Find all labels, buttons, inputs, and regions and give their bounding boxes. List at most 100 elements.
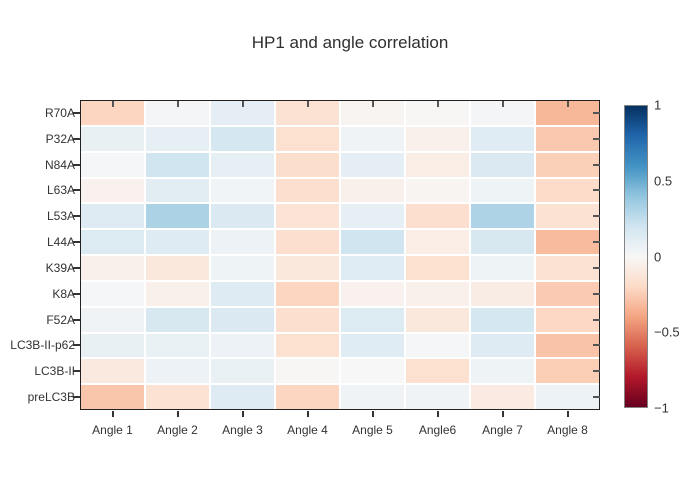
heatmap-plot[interactable]	[80, 100, 600, 410]
heatmap-cell[interactable]	[471, 101, 534, 125]
heatmap-cell[interactable]	[471, 204, 534, 229]
heatmap-cell[interactable]	[471, 281, 534, 306]
heatmap-cell[interactable]	[536, 281, 599, 306]
heatmap-cell[interactable]	[406, 230, 469, 254]
heatmap-cell[interactable]	[536, 101, 599, 125]
heatmap-cell[interactable]	[81, 152, 144, 177]
heatmap-cell[interactable]	[471, 333, 534, 358]
heatmap-cell[interactable]	[406, 281, 469, 306]
heatmap-cell[interactable]	[341, 230, 404, 254]
heatmap-cell[interactable]	[146, 101, 209, 125]
heatmap-cell[interactable]	[341, 307, 404, 332]
heatmap-cell[interactable]	[341, 101, 404, 125]
heatmap-cell[interactable]	[81, 256, 144, 280]
heatmap-cell[interactable]	[81, 359, 144, 384]
heatmap-cell[interactable]	[536, 204, 599, 229]
heatmap-cell[interactable]	[276, 204, 339, 229]
heatmap-cell[interactable]	[536, 307, 599, 332]
heatmap-cell[interactable]	[146, 307, 209, 332]
heatmap-cell[interactable]	[536, 126, 599, 151]
heatmap-cell[interactable]	[211, 178, 274, 203]
heatmap-cell[interactable]	[536, 359, 599, 384]
heatmap-cell[interactable]	[276, 101, 339, 125]
heatmap-cell[interactable]	[146, 204, 209, 229]
heatmap-cell[interactable]	[146, 152, 209, 177]
heatmap-cell[interactable]	[211, 333, 274, 358]
heatmap-cell[interactable]	[341, 359, 404, 384]
heatmap-cell[interactable]	[536, 256, 599, 280]
heatmap-cell[interactable]	[276, 359, 339, 384]
heatmap-cell[interactable]	[276, 333, 339, 358]
heatmap-cell[interactable]	[341, 256, 404, 280]
heatmap-cell[interactable]	[276, 307, 339, 332]
heatmap-cell[interactable]	[81, 178, 144, 203]
heatmap-cell[interactable]	[406, 178, 469, 203]
heatmap-cell[interactable]	[211, 256, 274, 280]
heatmap-cell[interactable]	[81, 204, 144, 229]
heatmap-cell[interactable]	[211, 307, 274, 332]
heatmap-cell[interactable]	[81, 333, 144, 358]
heatmap-cell[interactable]	[406, 333, 469, 358]
heatmap-cell[interactable]	[81, 281, 144, 306]
heatmap-cell[interactable]	[536, 178, 599, 203]
heatmap-cell[interactable]	[471, 178, 534, 203]
heatmap-cell[interactable]	[341, 152, 404, 177]
heatmap-cell[interactable]	[406, 385, 469, 409]
heatmap-cell[interactable]	[276, 178, 339, 203]
top-mirror-tick	[436, 101, 439, 107]
heatmap-cell[interactable]	[471, 307, 534, 332]
heatmap-cell[interactable]	[146, 230, 209, 254]
heatmap-cell[interactable]	[211, 359, 274, 384]
heatmap-cell[interactable]	[406, 126, 469, 151]
heatmap-cell[interactable]	[146, 385, 209, 409]
heatmap-cell[interactable]	[146, 178, 209, 203]
heatmap-cell[interactable]	[406, 359, 469, 384]
heatmap-cell[interactable]	[81, 126, 144, 151]
heatmap-cell[interactable]	[341, 385, 404, 409]
heatmap-cell[interactable]	[341, 178, 404, 203]
heatmap-cell[interactable]	[276, 281, 339, 306]
heatmap-cell[interactable]	[146, 281, 209, 306]
heatmap-cell[interactable]	[471, 126, 534, 151]
heatmap-cell[interactable]	[276, 256, 339, 280]
heatmap-cell[interactable]	[81, 307, 144, 332]
heatmap-cell[interactable]	[536, 333, 599, 358]
heatmap-cell[interactable]	[276, 152, 339, 177]
heatmap-cell[interactable]	[536, 152, 599, 177]
heatmap-cell[interactable]	[211, 126, 274, 151]
heatmap-cell[interactable]	[81, 101, 144, 125]
heatmap-cell[interactable]	[471, 385, 534, 409]
heatmap-cell[interactable]	[211, 152, 274, 177]
heatmap-cell[interactable]	[211, 385, 274, 409]
heatmap-cell[interactable]	[341, 204, 404, 229]
heatmap-cell[interactable]	[81, 230, 144, 254]
heatmap-cell[interactable]	[146, 333, 209, 358]
heatmap-cell[interactable]	[276, 230, 339, 254]
y-tick-label: LC3B-II	[34, 364, 75, 379]
heatmap-cell[interactable]	[211, 204, 274, 229]
heatmap-cell[interactable]	[471, 152, 534, 177]
heatmap-cell[interactable]	[406, 152, 469, 177]
heatmap-cell[interactable]	[536, 385, 599, 409]
heatmap-cell[interactable]	[406, 204, 469, 229]
heatmap-cell[interactable]	[341, 126, 404, 151]
heatmap-cell[interactable]	[341, 281, 404, 306]
heatmap-cell[interactable]	[471, 256, 534, 280]
heatmap-cell[interactable]	[406, 101, 469, 125]
heatmap-cell[interactable]	[146, 359, 209, 384]
heatmap-cell[interactable]	[211, 281, 274, 306]
heatmap-cell[interactable]	[276, 385, 339, 409]
heatmap-cell[interactable]	[211, 230, 274, 254]
heatmap-cell[interactable]	[341, 333, 404, 358]
heatmap-cell[interactable]	[406, 307, 469, 332]
heatmap-cell[interactable]	[276, 126, 339, 151]
heatmap-cell[interactable]	[146, 126, 209, 151]
heatmap-cell[interactable]	[406, 256, 469, 280]
right-mirror-tick	[593, 137, 600, 140]
heatmap-cell[interactable]	[146, 256, 209, 280]
heatmap-cell[interactable]	[471, 230, 534, 254]
heatmap-cell[interactable]	[211, 101, 274, 125]
heatmap-cell[interactable]	[81, 385, 144, 409]
heatmap-cell[interactable]	[471, 359, 534, 384]
heatmap-cell[interactable]	[536, 230, 599, 254]
